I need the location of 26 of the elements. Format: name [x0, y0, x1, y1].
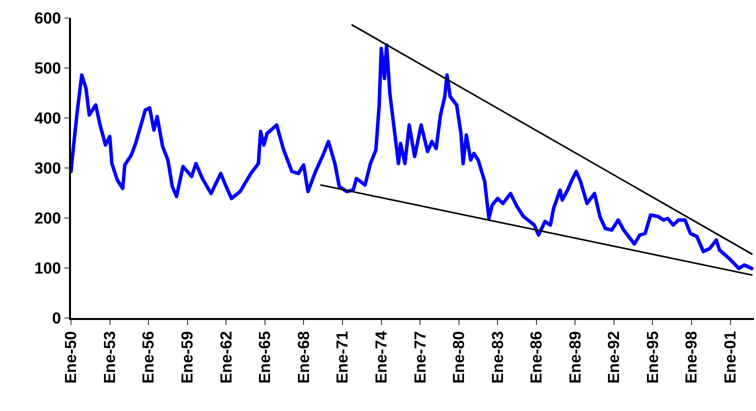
x-tick-label: Ene-92: [606, 331, 624, 384]
x-tick-label: Ene-77: [412, 331, 430, 384]
y-tick-label: 400: [34, 110, 62, 128]
x-tick-label: Ene-71: [334, 331, 352, 384]
x-tick-label: Ene-68: [296, 331, 313, 384]
x-tick-label: Ene-01: [722, 331, 740, 384]
x-tick-label: Ene-80: [451, 331, 468, 384]
x-tick-label: Ene-74: [373, 331, 390, 384]
y-tick-label: 200: [34, 210, 62, 228]
x-tick-label: Ene-59: [180, 331, 197, 384]
line-series: [71, 43, 754, 270]
x-tick-label: Ene-62: [218, 331, 236, 384]
y-tick-label: 500: [34, 60, 62, 78]
x-tick-label: Ene-56: [140, 331, 158, 384]
y-tick-label: 100: [34, 260, 62, 278]
y-tick-label: 0: [52, 310, 62, 328]
x-tick-label: Ene-98: [684, 331, 701, 384]
y-tick-label: 600: [34, 10, 62, 28]
x-tick-label: Ene-83: [490, 331, 507, 384]
x-tick-label: Ene-89: [567, 331, 584, 384]
x-tick-label: Ene-86: [528, 331, 546, 384]
x-tick-label: Ene-65: [257, 331, 274, 384]
x-tick-label: Ene-95: [644, 331, 662, 384]
x-tick-label: Ene-50: [63, 331, 80, 384]
y-tick-label: 300: [34, 160, 62, 178]
x-tick-label: Ene-53: [102, 331, 119, 384]
